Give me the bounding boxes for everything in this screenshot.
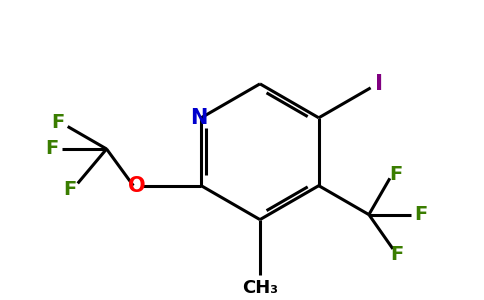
- Text: F: F: [414, 205, 427, 224]
- Text: O: O: [128, 176, 146, 196]
- Text: I: I: [375, 74, 383, 94]
- Text: F: F: [63, 180, 76, 199]
- Text: N: N: [191, 108, 208, 128]
- Text: F: F: [45, 140, 58, 158]
- Text: F: F: [51, 113, 64, 132]
- Text: F: F: [389, 165, 403, 184]
- Text: F: F: [390, 245, 404, 265]
- Text: CH₃: CH₃: [242, 280, 278, 298]
